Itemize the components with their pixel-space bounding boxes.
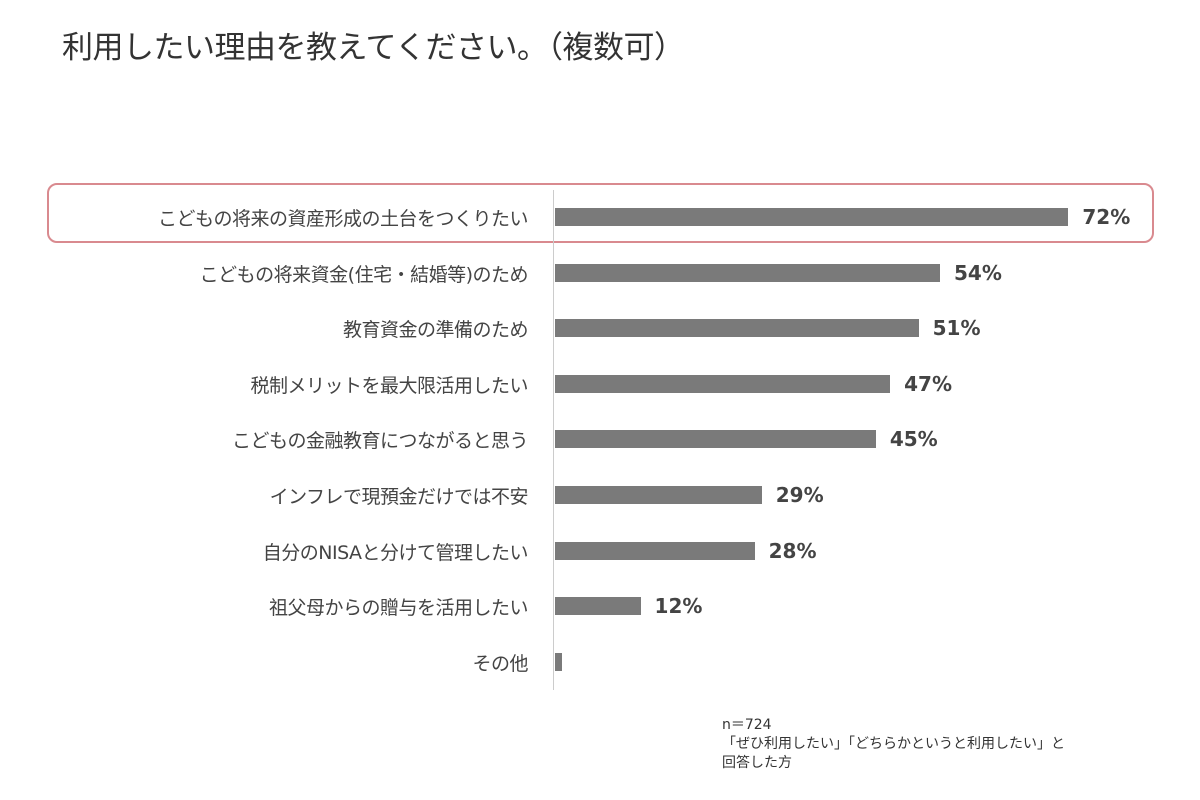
bar [555, 208, 1069, 226]
bar-row: こどもの将来資金(住宅・結婚等)のため 54% [0, 258, 1200, 288]
bar-row: その他 [0, 647, 1200, 677]
category-label: 自分のNISAと分けて管理したい [262, 541, 529, 564]
bar-row: こどもの将来の資産形成の土台をつくりたい 72% [0, 202, 1200, 232]
category-label: こどもの金融教育につながると思う [231, 430, 529, 453]
y-axis-line [553, 190, 554, 690]
category-label: インフレで現預金だけでは不安 [269, 486, 529, 508]
value-label: 51% [932, 316, 981, 341]
value-label: 54% [954, 260, 1002, 285]
highlight-box [47, 183, 1154, 243]
bar-row: インフレで現預金だけでは不安 29% [0, 480, 1200, 510]
sample-note: n＝724 「ぜひ利用したい」「どちらかというと利用したい」と 回答した方 [722, 716, 1065, 773]
chart-title: 利用したい理由を教えてください。（複数可） [62, 30, 685, 66]
category-label: 祖父母からの贈与を活用したい [268, 597, 529, 620]
bar [555, 486, 762, 504]
bar [555, 374, 891, 393]
bar-row: こどもの金融教育につながると思う 45% [0, 424, 1200, 454]
bar [555, 319, 919, 338]
value-label: 12% [654, 594, 703, 619]
sample-size: n＝724 [722, 717, 772, 733]
category-label: こどもの将来資金(住宅・結婚等)のため [199, 263, 529, 286]
bar [555, 263, 941, 282]
value-label: 47% [904, 371, 952, 396]
bar-row: 税制メリットを最大限活用したい 47% [0, 369, 1200, 399]
bar-row: 自分のNISAと分けて管理したい 28% [0, 536, 1200, 566]
value-label: 45% [889, 427, 938, 452]
category-label: 教育資金の準備のため [342, 319, 529, 342]
value-label: 28% [768, 538, 817, 563]
bar [555, 430, 876, 449]
bar [555, 597, 641, 616]
bar-row: 祖父母からの贈与を活用したい 12% [0, 591, 1200, 621]
bar-row: 教育資金の準備のため 51% [0, 313, 1200, 343]
category-label: その他 [472, 652, 528, 675]
sample-description-line2: 回答した方 [722, 755, 792, 771]
sample-description-line1: 「ぜひ利用したい」「どちらかというと利用したい」と [722, 736, 1065, 752]
category-label: こどもの将来の資産形成の土台をつくりたい [157, 208, 529, 230]
category-label: 税制メリットを最大限活用したい [250, 374, 528, 397]
value-label: 72% [1082, 205, 1131, 229]
value-label: 29% [775, 483, 824, 507]
bar [555, 652, 563, 671]
bar [555, 541, 755, 560]
